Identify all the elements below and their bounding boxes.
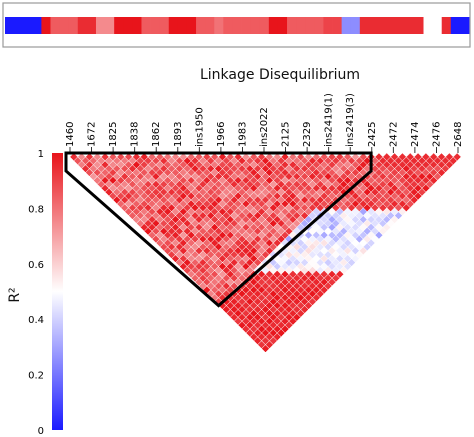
strip-cell bbox=[141, 17, 151, 34]
strip-cell bbox=[223, 17, 233, 34]
strip-cell bbox=[177, 17, 188, 34]
ld-matrix bbox=[69, 152, 462, 353]
strip-cell bbox=[287, 17, 297, 34]
strip-cell bbox=[359, 17, 370, 34]
strip-cell bbox=[205, 17, 215, 34]
marker-label: 1893 bbox=[173, 122, 184, 147]
strip-cell bbox=[150, 17, 161, 34]
strip-cell bbox=[68, 17, 79, 34]
strip-cell bbox=[105, 17, 115, 34]
colorbar-label: R² bbox=[7, 287, 23, 302]
strip-cell bbox=[441, 17, 452, 34]
marker-label: ins2419(3) bbox=[345, 93, 356, 147]
colorbar-ticks: 0 0.2 0.4 0.6 0.8 1 bbox=[28, 149, 44, 437]
strip-cell bbox=[232, 17, 242, 34]
strip-cell bbox=[368, 17, 379, 34]
haplotype-block-outline bbox=[64, 151, 373, 308]
strip-cell bbox=[50, 17, 60, 34]
strip-cell bbox=[5, 17, 15, 34]
strip-cell bbox=[450, 17, 461, 34]
strip-cell bbox=[59, 17, 70, 34]
colorbar-tick-label: 0 bbox=[38, 426, 44, 437]
top-strip bbox=[5, 17, 470, 34]
strip-cell bbox=[414, 17, 424, 34]
strip-cell bbox=[423, 17, 434, 34]
strip-cell bbox=[159, 17, 170, 34]
strip-cell bbox=[305, 17, 315, 34]
marker-label: 1983 bbox=[237, 122, 248, 147]
strip-cell bbox=[432, 17, 443, 34]
strip-cell bbox=[387, 17, 397, 34]
marker-label: 2125 bbox=[281, 122, 292, 147]
strip-cell bbox=[332, 17, 343, 34]
strip-cell bbox=[168, 17, 179, 34]
marker-label: ins1950 bbox=[194, 107, 205, 147]
marker-label: 2472 bbox=[388, 122, 399, 147]
marker-label: 2474 bbox=[410, 122, 421, 147]
colorbar bbox=[52, 153, 63, 430]
marker-label: ins2419(1) bbox=[324, 93, 335, 147]
strip-cell bbox=[114, 17, 124, 34]
strip-cell bbox=[77, 17, 88, 34]
strip-cell bbox=[341, 17, 352, 34]
marker-label: 1966 bbox=[216, 122, 227, 147]
marker-label: 1862 bbox=[151, 122, 162, 147]
colorbar-tick-label: 0.8 bbox=[28, 204, 44, 215]
marker-label: 1838 bbox=[130, 122, 141, 147]
strip-cell bbox=[350, 17, 361, 34]
marker-label: 2476 bbox=[431, 122, 442, 147]
marker-label: 2425 bbox=[367, 122, 378, 147]
strip-cell bbox=[41, 17, 51, 34]
colorbar-tick-label: 0.2 bbox=[28, 371, 44, 382]
strip-cell bbox=[378, 17, 388, 34]
marker-label: 1825 bbox=[108, 122, 119, 147]
strip-cell bbox=[459, 17, 470, 34]
marker-labels: 1460 1672 1825 1838 1862 1893 ins1950 1966 1983 i… bbox=[65, 93, 464, 147]
marker-label: 2329 bbox=[302, 122, 313, 147]
strip-cell bbox=[314, 17, 324, 34]
strip-cell bbox=[405, 17, 415, 34]
strip-cell bbox=[186, 17, 197, 34]
strip-cell bbox=[95, 17, 106, 34]
strip-cell bbox=[277, 17, 288, 34]
colorbar-tick-label: 0.6 bbox=[28, 260, 44, 271]
strip-cell bbox=[241, 17, 252, 34]
strip-cell bbox=[86, 17, 97, 34]
ld-cell bbox=[452, 152, 462, 162]
marker-label: 2648 bbox=[453, 122, 464, 147]
marker-label: ins2022 bbox=[259, 107, 270, 147]
strip-cell bbox=[259, 17, 270, 34]
strip-cell bbox=[268, 17, 279, 34]
strip-cell bbox=[196, 17, 206, 34]
strip-cell bbox=[396, 17, 406, 34]
chart-title: Linkage Disequilibrium bbox=[200, 67, 360, 83]
strip-cell bbox=[132, 17, 142, 34]
strip-cell bbox=[214, 17, 224, 34]
colorbar-tick-label: 0.4 bbox=[28, 315, 44, 326]
strip-cell bbox=[32, 17, 42, 34]
marker-label: 1672 bbox=[87, 122, 98, 147]
strip-cell bbox=[14, 17, 24, 34]
strip-cell bbox=[23, 17, 33, 34]
strip-cell bbox=[123, 17, 133, 34]
marker-label: 1460 bbox=[65, 122, 76, 147]
strip-cell bbox=[296, 17, 306, 34]
strip-cell bbox=[250, 17, 261, 34]
colorbar-tick-label: 1 bbox=[38, 149, 44, 160]
strip-cell bbox=[323, 17, 333, 34]
